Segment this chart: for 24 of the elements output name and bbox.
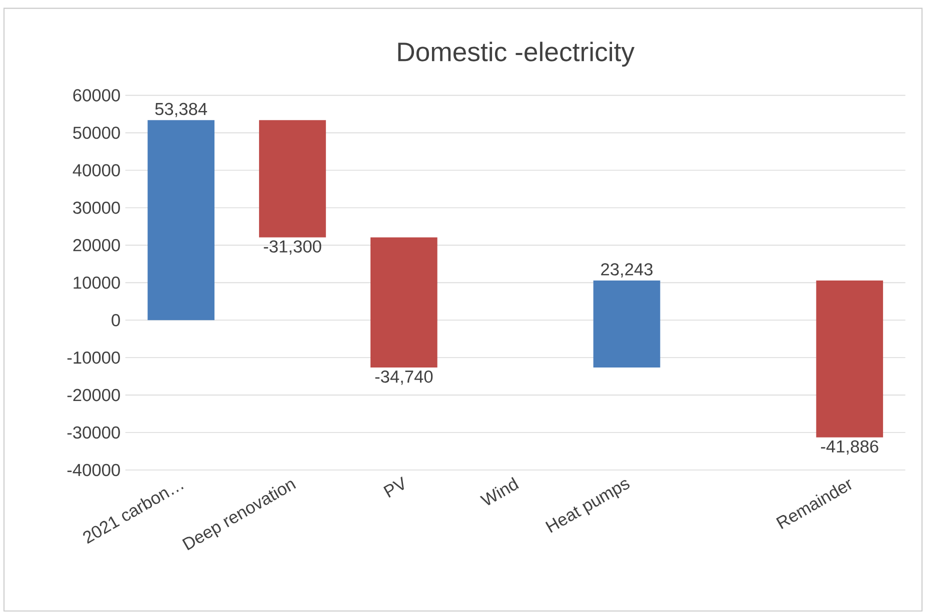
data-label: -31,300: [264, 240, 322, 255]
x-tick-label: PV: [383, 476, 404, 498]
data-label: 23,243: [601, 263, 653, 278]
bar: [593, 280, 660, 368]
y-tick-label: 20000: [73, 239, 120, 252]
y-tick-label: 40000: [72, 164, 120, 176]
x-tick-label: Wind: [480, 477, 519, 506]
y-tick-label: -20000: [67, 388, 120, 402]
y-tick-label: 60000: [73, 89, 120, 102]
y-tick-label: -30000: [67, 426, 120, 439]
y-tick-label: 0: [112, 314, 120, 326]
data-label: 53,384: [155, 102, 208, 118]
y-tick-label: -40000: [67, 464, 120, 476]
y-tick-label: 10000: [74, 276, 120, 289]
y-tick-label: -10000: [67, 351, 120, 364]
bar: [259, 120, 326, 238]
y-tick-label: 50000: [73, 126, 120, 139]
chart-title: Domestic -electricity: [398, 42, 635, 67]
y-tick-label: 30000: [73, 202, 120, 214]
data-label: -34,740: [375, 370, 433, 385]
bar: [148, 120, 214, 320]
bar: [816, 280, 884, 438]
bar: [370, 237, 438, 368]
data-label: -41,886: [821, 440, 878, 455]
